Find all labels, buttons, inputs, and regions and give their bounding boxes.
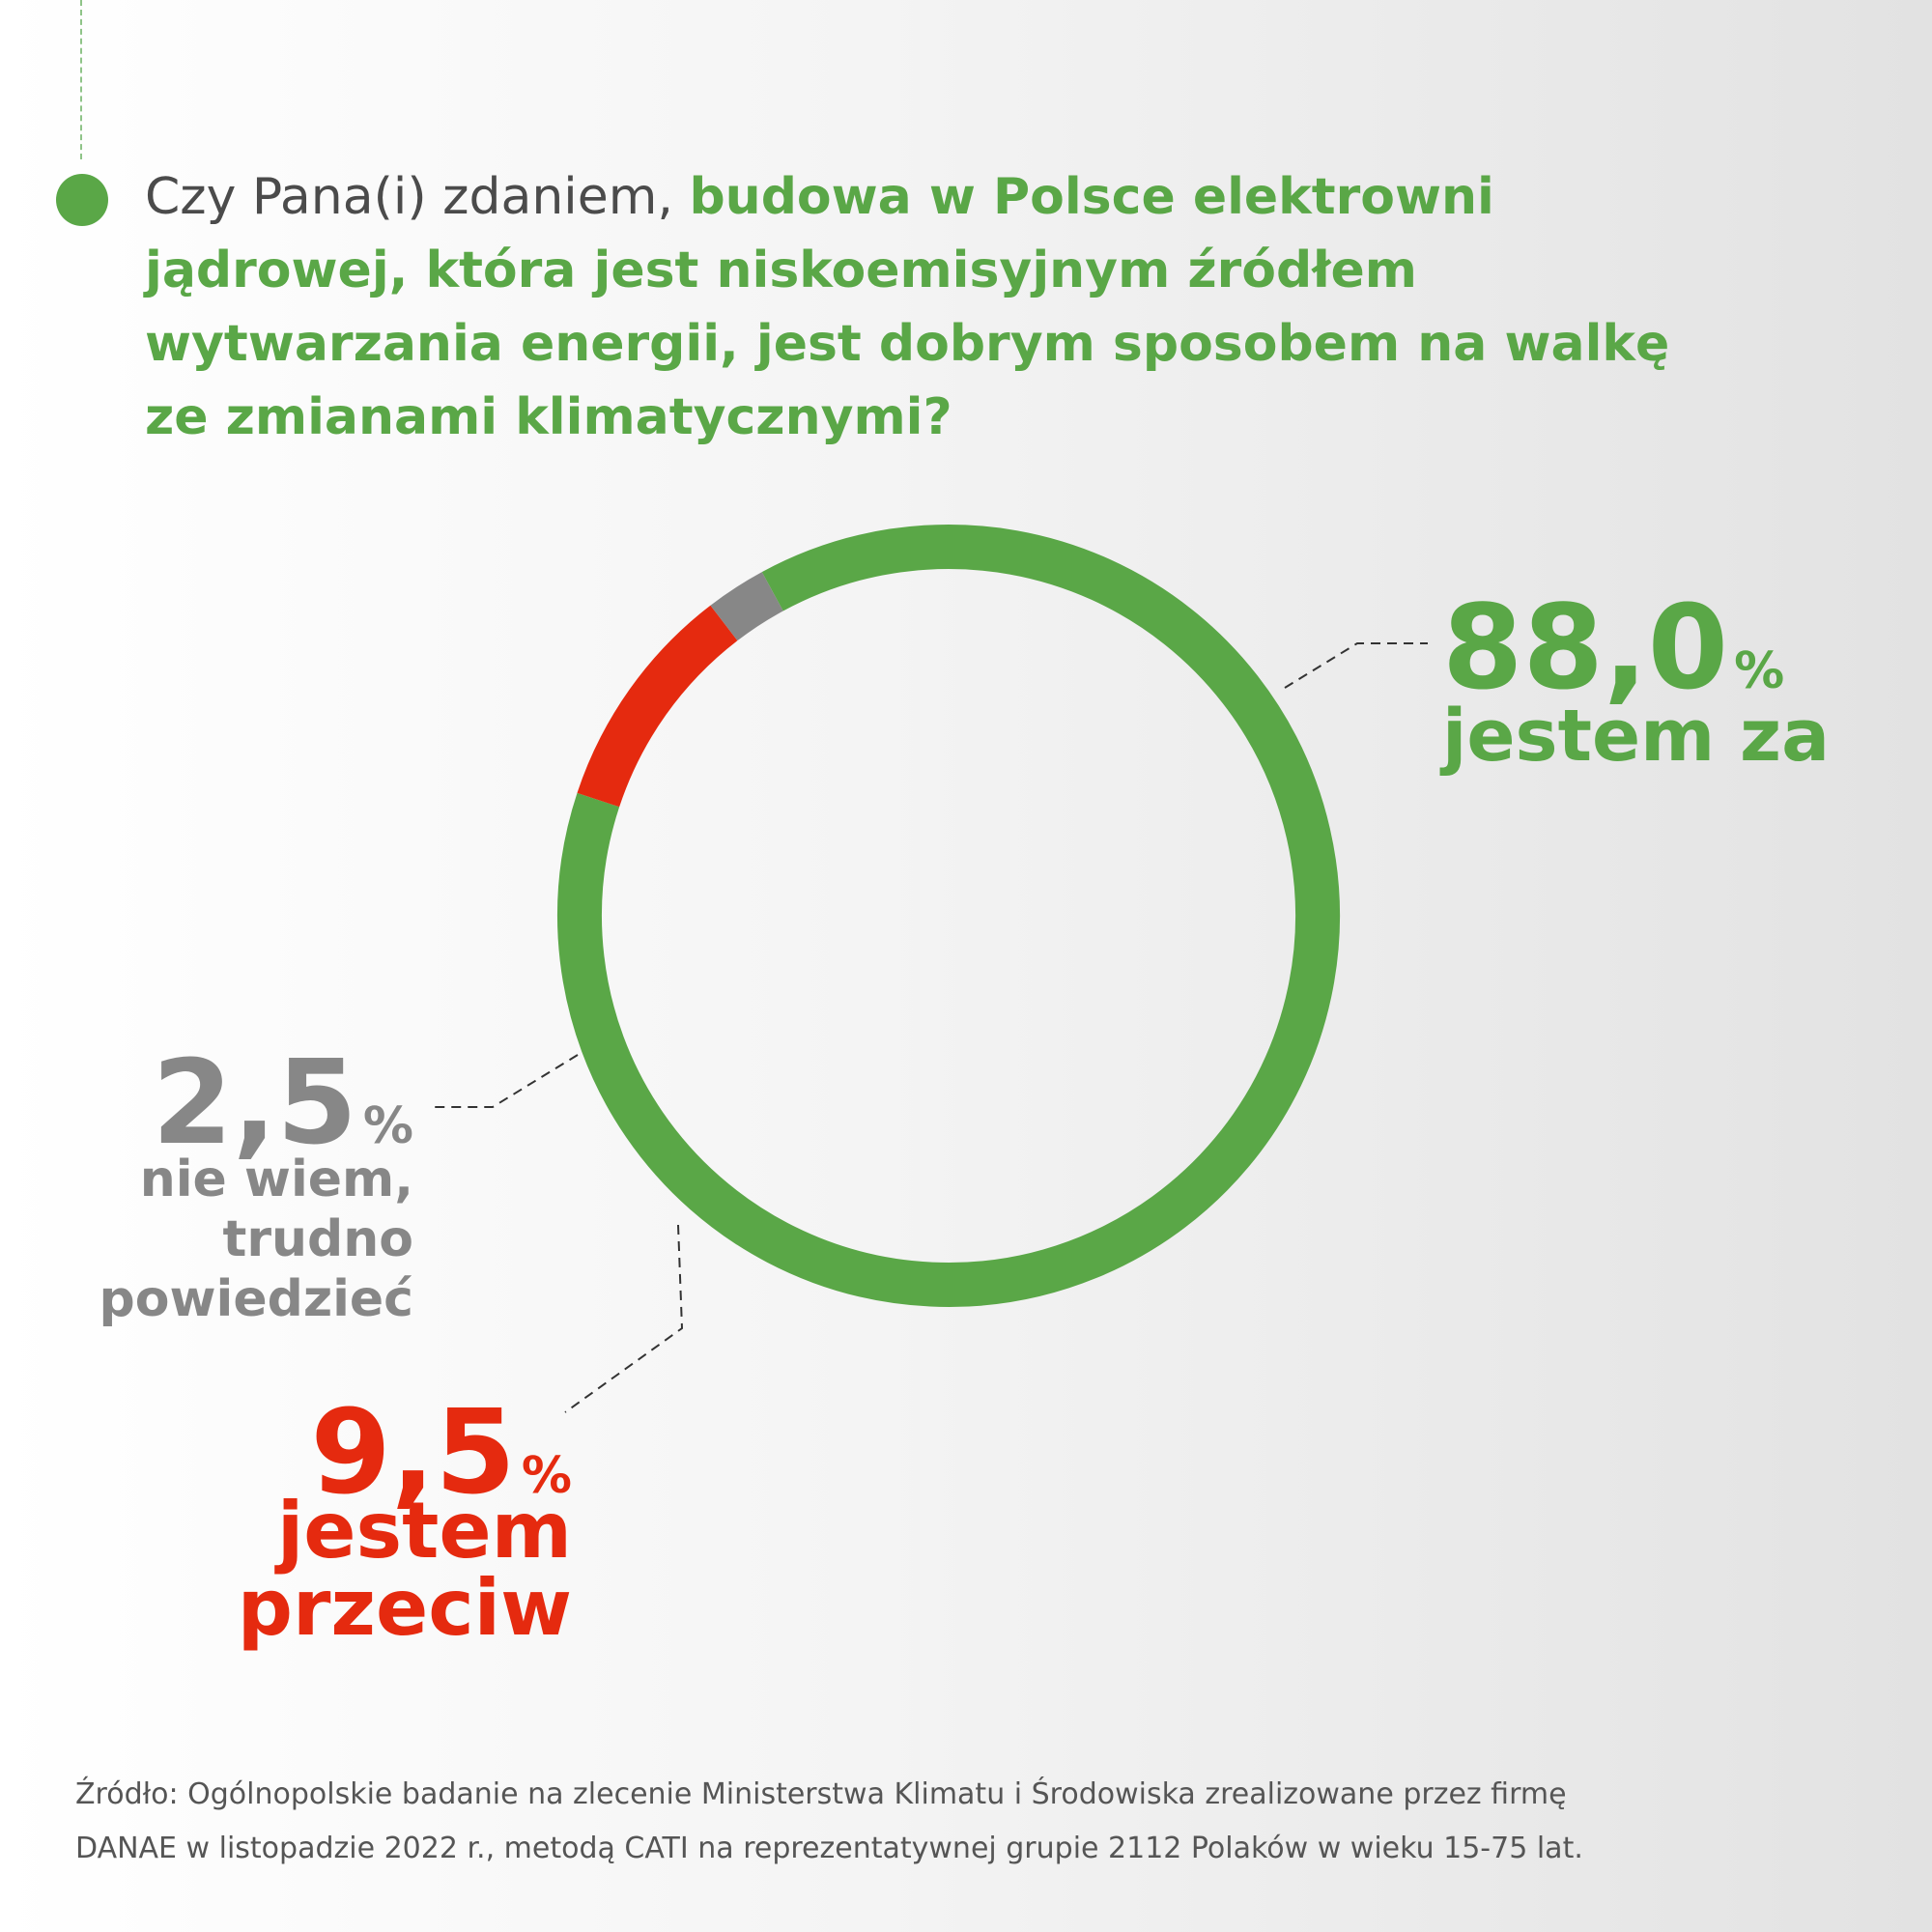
percent-sign: %: [362, 1097, 413, 1155]
leader-line-przeciw: [564, 1224, 684, 1413]
donut-slice-2: [710, 572, 784, 641]
bullet-dot: [56, 174, 108, 226]
source-note: Źródło: Ogólnopolskie badanie na zleceni…: [75, 1768, 1891, 1876]
question-text: Czy Pana(i) zdaniem, budowa w Polsce ele…: [145, 160, 1710, 454]
value-number: 88,0: [1442, 582, 1729, 716]
leader-line-nie-wiem: [435, 1054, 579, 1108]
label-jestem-za: jestem za: [1442, 695, 1831, 778]
percent-sign: %: [1734, 642, 1785, 700]
donut-slice-0: [557, 525, 1340, 1307]
decorative-dashed-line: [80, 0, 82, 159]
value-jestem-przeciw: 9,5%: [310, 1396, 572, 1512]
leader-line-za: [1284, 642, 1428, 689]
label-nie-wiem: nie wiem, trudno powiedzieć: [99, 1151, 413, 1328]
donut-slice-1: [577, 605, 738, 808]
value-number: 2,5: [152, 1037, 357, 1171]
value-nie-wiem: 2,5%: [152, 1046, 413, 1162]
question-lead: Czy Pana(i) zdaniem,: [145, 168, 690, 226]
source-line-2: DANAE w listopadzie 2022 r., metodą CATI…: [75, 1832, 1583, 1865]
label-jestem-przeciw: jestem przeciw: [237, 1486, 572, 1653]
source-line-1: Źródło: Ogólnopolskie badanie na zleceni…: [75, 1777, 1567, 1811]
question-highlight: budowa w Polsce elektrowni jądrowej, któ…: [145, 168, 1670, 446]
value-number: 9,5: [310, 1386, 516, 1520]
percent-sign: %: [521, 1447, 572, 1505]
value-jestem-za: 88,0%: [1442, 591, 1784, 707]
